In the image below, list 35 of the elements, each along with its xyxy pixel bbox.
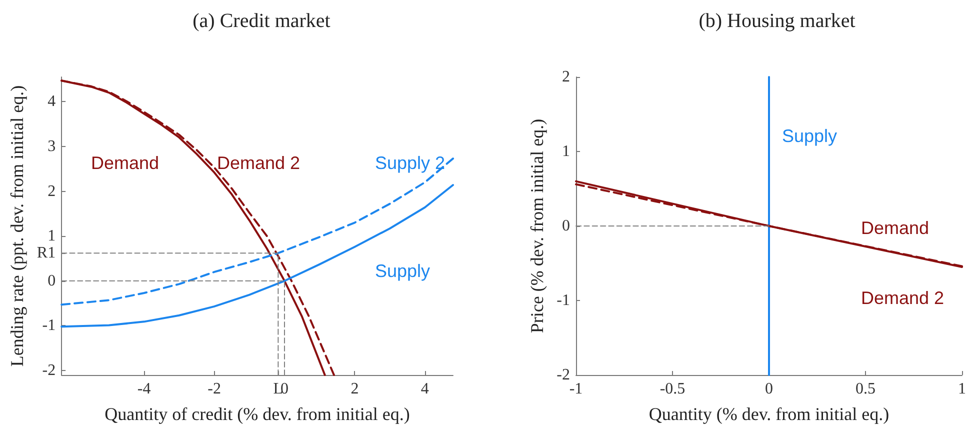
x-tick-label: 1 <box>958 380 966 398</box>
y-tick-label: 0 <box>562 218 570 234</box>
x-tick-label: 0 <box>765 380 773 398</box>
series-label: Demand 2 <box>217 153 300 173</box>
x-tick-label: 0.5 <box>856 380 876 398</box>
x-tick-label: -2 <box>208 380 221 398</box>
x-axis-title: Quantity (% dev. from initial eq.) <box>648 404 890 424</box>
series-label: Demand <box>91 153 160 173</box>
y-tick-label: 1 <box>562 143 570 160</box>
chart-title: (b) Housing market <box>698 10 856 32</box>
y-tick-label: 0 <box>48 272 56 290</box>
y-tick-label: 3 <box>48 138 56 155</box>
series-label: Supply <box>375 261 430 281</box>
y-tick-label: 4 <box>48 93 56 110</box>
y-tick-label: -1 <box>42 317 56 334</box>
y-tick-label: R1 <box>36 244 56 262</box>
x-tick-label: 4 <box>420 380 429 398</box>
series-label: Demand 2 <box>861 288 944 308</box>
series-label: Supply <box>782 126 838 146</box>
x-tick-label: 2 <box>350 380 359 398</box>
y-tick-label: -2 <box>42 362 56 380</box>
y-axis-title: Lending rate (ppt. dev. from initial eq.) <box>7 85 27 367</box>
x-tick-label: -4 <box>137 380 151 398</box>
line-series <box>60 184 454 328</box>
line-series <box>60 158 454 306</box>
y-tick-label: 1 <box>48 228 56 245</box>
y-tick-label: 2 <box>562 68 570 86</box>
y-tick-label: -1 <box>556 292 570 309</box>
y-tick-label: -2 <box>556 366 570 384</box>
chart-title: (a) Credit market <box>192 10 331 32</box>
y-axis-title: Price (% dev. from initial eq.) <box>526 118 547 334</box>
x-axis-title: Quantity of credit (% dev. from initial eq.) <box>104 404 410 424</box>
series-label: Demand <box>861 218 930 238</box>
x-tick-label: -0.5 <box>660 380 686 398</box>
y-tick-label: 2 <box>48 182 56 200</box>
